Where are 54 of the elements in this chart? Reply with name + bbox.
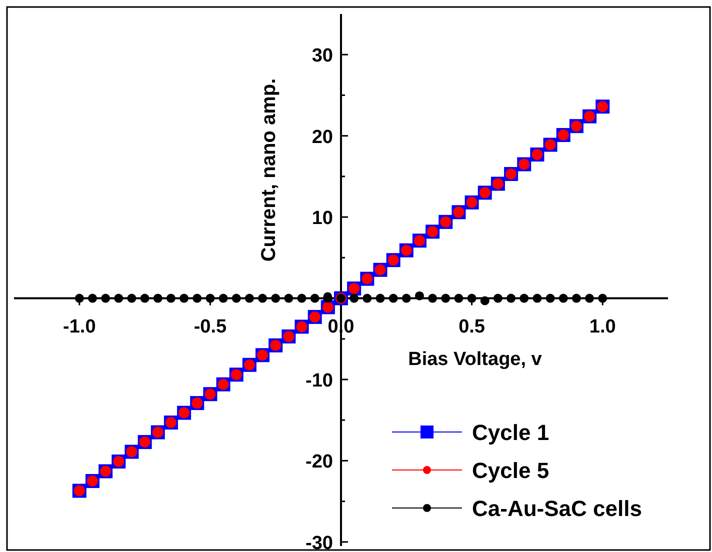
point [572, 294, 581, 303]
y-tick-label: 30 [312, 46, 333, 67]
point [258, 294, 268, 303]
legend-label: Cycle 5 [472, 458, 550, 483]
point [297, 294, 306, 303]
y-axis-title: Current, nano amp. [258, 78, 280, 262]
point [284, 294, 294, 303]
point [480, 296, 490, 306]
point [140, 294, 150, 303]
y-tick-label: 10 [312, 208, 333, 230]
x-tick-label: 0.5 [458, 316, 486, 338]
point [88, 294, 97, 303]
point [402, 294, 411, 303]
point [441, 294, 450, 303]
y-tick-label: -20 [306, 452, 333, 473]
x-axis-title: Bias Voltage, v [408, 349, 542, 370]
point [414, 291, 424, 300]
point [244, 294, 254, 303]
point [558, 294, 568, 303]
point [192, 294, 202, 303]
point [101, 294, 110, 303]
point [428, 294, 438, 303]
point [310, 294, 320, 303]
point [546, 294, 555, 303]
point [467, 294, 476, 303]
x-tick-label: -0.5 [194, 316, 227, 338]
point [598, 294, 608, 303]
point [350, 294, 359, 303]
point [532, 294, 542, 303]
point [454, 294, 464, 303]
point [114, 294, 124, 303]
point [127, 294, 136, 303]
y-tick-label: -10 [306, 370, 333, 392]
point [520, 294, 529, 303]
point [376, 294, 385, 303]
point [180, 294, 189, 303]
y-tick-label: -30 [306, 532, 333, 552]
point [493, 294, 502, 303]
point [166, 294, 176, 303]
point [585, 294, 594, 303]
point [232, 294, 241, 303]
legend-label: Cycle 1 [472, 420, 550, 445]
point [74, 294, 84, 303]
point [153, 294, 162, 303]
x-tick-label: 1.0 [589, 316, 616, 338]
point [206, 294, 215, 303]
legend-label: Ca-Au-SaC cells [472, 496, 642, 521]
point [218, 294, 228, 303]
point [388, 294, 398, 303]
x-tick-label: -1.0 [63, 316, 96, 338]
y-tick-label: 20 [312, 126, 333, 148]
point [271, 294, 280, 303]
point [362, 294, 372, 303]
point [506, 294, 516, 303]
